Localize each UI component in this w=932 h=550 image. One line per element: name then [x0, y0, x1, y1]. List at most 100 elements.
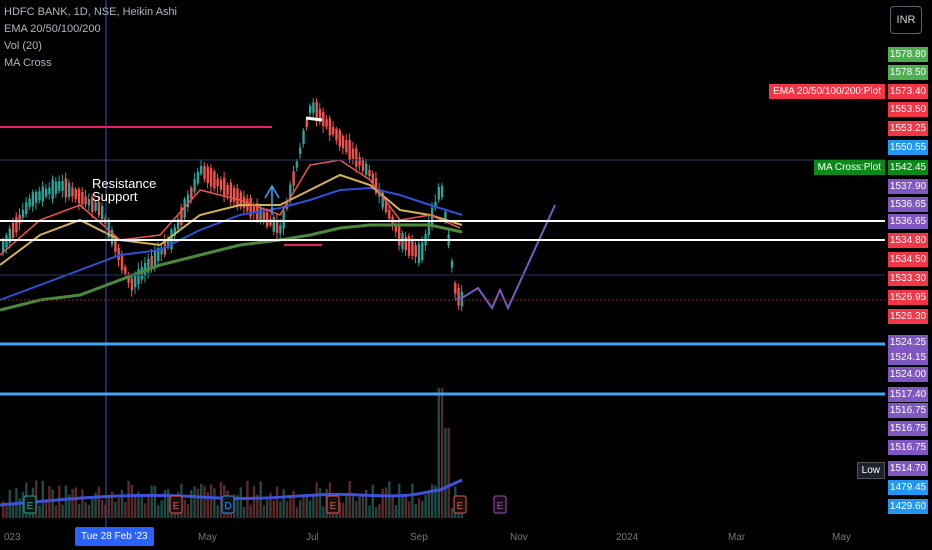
time-label: May — [198, 532, 217, 543]
candle-body — [388, 209, 391, 219]
volume-bar — [414, 504, 417, 518]
volume-bar — [322, 506, 325, 518]
candle-body — [213, 171, 216, 189]
volume-bar — [384, 487, 388, 518]
ema50-line — [0, 173, 463, 266]
candle-body — [318, 109, 322, 122]
volume-bar — [411, 483, 414, 518]
volume-bar — [101, 499, 104, 518]
volume-bar — [127, 480, 130, 518]
event-marker[interactable]: E — [23, 495, 37, 514]
projection-path — [454, 204, 556, 311]
legend-symbol[interactable]: HDFC BANK, 1D, NSE, Heikin Ashi — [4, 6, 177, 18]
candle-body — [91, 196, 94, 213]
volume-bar — [183, 499, 186, 518]
legend-ema[interactable]: EMA 20/50/100/200 — [4, 23, 101, 35]
legend-volume[interactable]: Vol (20) — [4, 40, 42, 52]
candle-body — [114, 239, 117, 252]
event-marker[interactable]: E — [493, 495, 507, 514]
legend-ma-cross[interactable]: MA Cross — [4, 57, 52, 69]
volume-bar — [434, 485, 437, 518]
volume-bar — [262, 505, 266, 518]
price-label: 1429.60 — [888, 499, 928, 514]
price-label: 1524.15 — [888, 350, 928, 365]
volume-bar — [114, 501, 117, 518]
candle-body — [434, 201, 437, 209]
volume-bar — [71, 489, 74, 518]
candle-body — [137, 269, 140, 285]
price-label: 1479.45 — [888, 480, 928, 495]
volume-bar — [216, 505, 219, 518]
event-marker[interactable]: D — [221, 495, 235, 514]
volume-bar — [249, 504, 252, 518]
volume-bar — [431, 484, 434, 518]
volume-bar — [110, 491, 114, 518]
volume-bar — [11, 502, 15, 518]
crosshair-date-label: Tue 28 Feb '23 — [75, 527, 154, 546]
time-axis[interactable]: 023 May Jul Sep Nov 2024 Mar May — [0, 528, 932, 550]
candle-body — [328, 118, 332, 136]
candle-body — [295, 161, 299, 168]
volume-bar — [190, 490, 193, 518]
event-marker[interactable]: E — [326, 495, 340, 514]
candle-body — [365, 163, 368, 175]
candle-body — [193, 179, 196, 192]
candle-body — [437, 187, 440, 200]
candle-body — [190, 187, 193, 199]
candle-body — [457, 287, 460, 306]
volume-bar — [134, 496, 137, 518]
candle-body — [275, 220, 279, 233]
resistance-label: Resistance — [92, 176, 157, 191]
candle-body — [44, 188, 48, 197]
candle-body — [381, 192, 384, 208]
candle-body — [305, 119, 308, 127]
support-label: Support — [92, 189, 138, 204]
candle-body — [355, 148, 358, 167]
volume-bar — [279, 501, 282, 518]
volume-bar — [450, 507, 454, 518]
candle-body — [200, 166, 203, 174]
candle-body — [21, 209, 25, 218]
candle-body — [51, 179, 54, 199]
volume-bar — [58, 485, 61, 518]
volume-bar — [404, 495, 407, 518]
candle-body — [147, 258, 150, 273]
volume-bar — [351, 496, 355, 518]
candle-body — [454, 283, 457, 294]
candle-body — [279, 225, 282, 234]
candle-body — [384, 202, 388, 213]
volume-bar — [266, 499, 269, 518]
volume-bar — [315, 482, 318, 518]
event-marker[interactable]: E — [453, 495, 467, 514]
candle-body — [81, 192, 84, 205]
volume-bar — [150, 485, 153, 518]
candle-body — [398, 226, 401, 246]
currency-button[interactable]: INR — [890, 6, 922, 34]
candle-body — [41, 186, 44, 202]
candle-body — [417, 243, 421, 263]
ema-plot-tag: EMA 20/50/100/200:Plot — [769, 84, 885, 99]
candle-body — [5, 235, 8, 248]
candle-body — [54, 181, 58, 194]
event-marker-label: E — [457, 501, 464, 512]
volume-bar — [269, 492, 272, 518]
volume-bar — [394, 505, 398, 518]
candle-body — [203, 165, 206, 180]
volume-bar — [157, 505, 160, 518]
volume-bar — [236, 494, 239, 518]
price-label: 1553.25 — [888, 121, 928, 136]
price-label: 1526.30 — [888, 309, 928, 324]
candle-body — [332, 126, 335, 135]
candle-body — [348, 140, 351, 160]
volume-bar — [292, 490, 295, 518]
candle-body — [2, 240, 5, 254]
arrow-up-icon — [264, 184, 280, 215]
volume-bar — [209, 484, 213, 518]
candle-body — [77, 189, 81, 204]
time-label: Nov — [510, 532, 528, 543]
volume-bar — [401, 497, 404, 518]
price-label: 1542.45 — [888, 160, 928, 175]
volume-bar — [348, 480, 351, 518]
event-marker[interactable]: E — [169, 495, 183, 514]
